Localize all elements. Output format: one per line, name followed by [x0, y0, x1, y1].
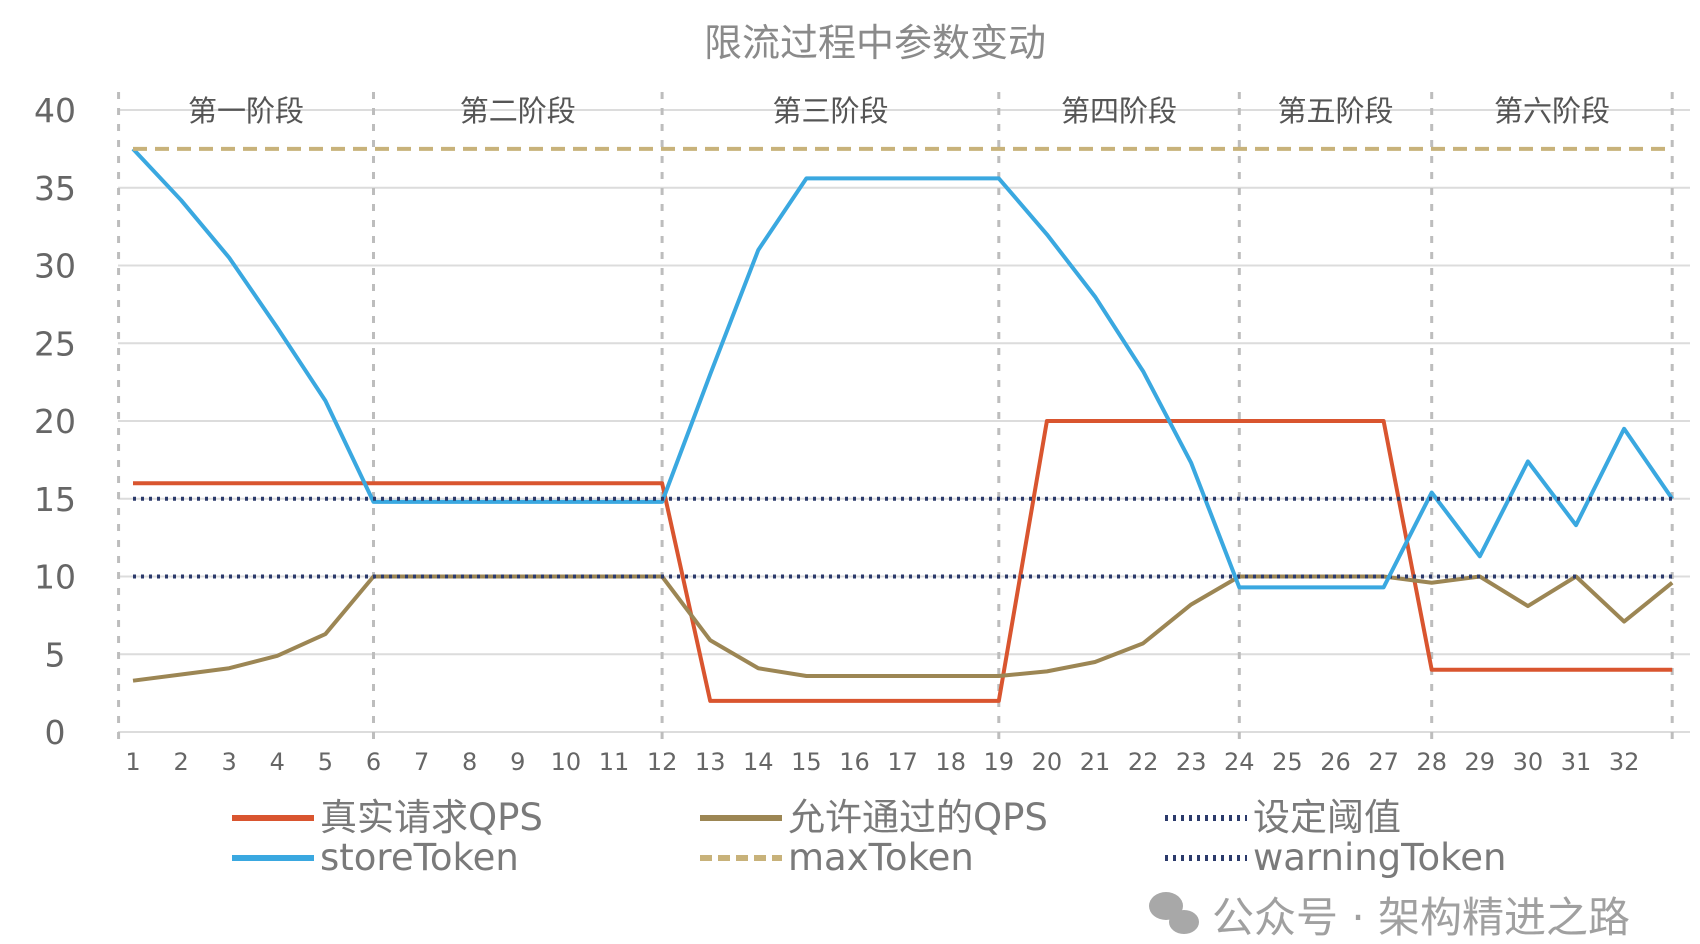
phase-label: 第四阶段	[1061, 94, 1177, 128]
series-line-真实请求QPS	[133, 419, 1673, 703]
x-tick-label: 30	[1513, 748, 1544, 776]
x-tick-label: 10	[551, 748, 582, 776]
x-tick-label: 20	[1032, 748, 1063, 776]
y-tick-label: 5	[45, 635, 66, 674]
x-tick-label: 15	[791, 748, 822, 776]
x-tick-label: 7	[414, 748, 429, 776]
watermark: 公众号 · 架构精进之路	[1149, 892, 1630, 942]
legend-label: 允许通过的QPS	[788, 796, 1048, 839]
legend-label: maxToken	[788, 836, 974, 879]
x-tick-label: 4	[270, 748, 285, 776]
y-tick-label: 20	[34, 402, 76, 441]
y-tick-label: 40	[34, 91, 76, 130]
legend-label: warningToken	[1253, 836, 1506, 879]
x-tick-label: 23	[1176, 748, 1207, 776]
x-tick-label: 6	[366, 748, 381, 776]
x-tick-label: 8	[462, 748, 477, 776]
y-tick-label: 15	[34, 480, 76, 519]
x-tick-label: 32	[1609, 748, 1640, 776]
series-line-允许通过的QPS	[132, 574, 1674, 683]
legend-label: 设定阈值	[1253, 796, 1401, 839]
x-tick-label: 9	[510, 748, 525, 776]
phase-label: 第二阶段	[460, 94, 576, 128]
x-tick-label: 24	[1224, 748, 1255, 776]
x-tick-label: 21	[1080, 748, 1111, 776]
x-tick-label: 26	[1320, 748, 1351, 776]
x-tick-label: 29	[1465, 748, 1496, 776]
phase-label: 第三阶段	[772, 94, 888, 128]
x-tick-label: 25	[1272, 748, 1303, 776]
x-tick-label: 18	[935, 748, 966, 776]
x-tick-label: 27	[1368, 748, 1399, 776]
x-tick-label: 2	[173, 748, 188, 776]
x-tick-label: 11	[599, 748, 630, 776]
x-tick-label: 28	[1416, 748, 1447, 776]
wechat-icon	[1149, 892, 1199, 934]
series-line-storeToken	[131, 147, 1674, 590]
y-tick-label: 30	[34, 247, 76, 286]
phase-label: 第五阶段	[1277, 94, 1393, 128]
chart-title: 限流过程中参数变动	[704, 21, 1046, 65]
x-tick-label: 12	[647, 748, 678, 776]
y-tick-label: 10	[34, 558, 76, 597]
x-tick-label: 3	[222, 748, 237, 776]
x-tick-label: 31	[1561, 748, 1592, 776]
legend-label: storeToken	[320, 836, 519, 879]
y-tick-label: 25	[34, 324, 76, 363]
y-tick-label: 35	[34, 169, 76, 208]
watermark-text: 公众号 · 架构精进之路	[1212, 893, 1630, 942]
x-tick-label: 19	[984, 748, 1015, 776]
x-tick-label: 5	[318, 748, 333, 776]
phase-label: 第一阶段	[188, 94, 304, 128]
x-tick-label: 16	[839, 748, 870, 776]
y-tick-label: 0	[45, 713, 66, 752]
x-tick-label: 22	[1128, 748, 1159, 776]
legend-label: 真实请求QPS	[320, 796, 543, 839]
x-tick-label: 1	[125, 748, 140, 776]
x-tick-label: 14	[743, 748, 774, 776]
phase-label: 第六阶段	[1494, 94, 1610, 128]
x-tick-label: 17	[887, 748, 918, 776]
x-tick-label: 13	[695, 748, 726, 776]
